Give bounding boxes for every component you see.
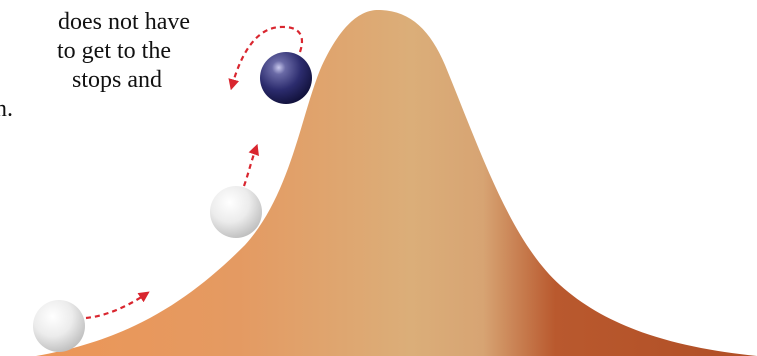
hill-shape	[36, 10, 757, 356]
caption-line-2: to get to the	[57, 38, 171, 64]
dark-ball-top	[260, 52, 312, 104]
dashed-arrow-curved-back	[228, 25, 304, 91]
caption-line-4: n.	[0, 96, 13, 122]
caption-text: does not have to get to the stops and n.	[0, 8, 190, 124]
caption-line-1: does not have	[58, 9, 190, 35]
dashed-arrow-right	[85, 291, 150, 320]
dashed-arrow-up	[242, 143, 259, 187]
light-ball-bottom	[33, 300, 85, 352]
caption-line-3: stops and	[72, 67, 162, 93]
light-ball-middle	[210, 186, 262, 238]
